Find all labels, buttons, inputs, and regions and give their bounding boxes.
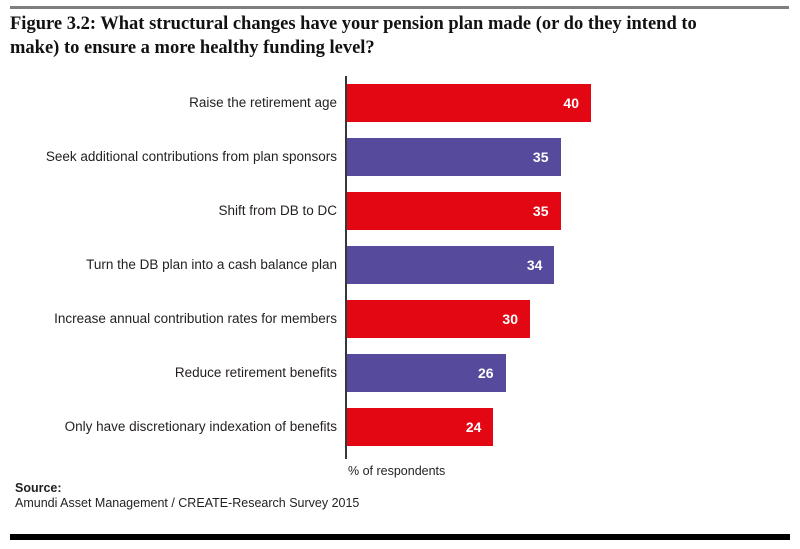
figure-title: Figure 3.2: What structural changes have… [10, 12, 792, 60]
bar-value-label: 40 [563, 95, 579, 111]
bar: 35 [347, 192, 561, 230]
bar-area: 26 [345, 346, 800, 400]
bar-area: 34 [345, 238, 800, 292]
chart-row: Seek additional contributions from plan … [0, 130, 800, 184]
category-label: Raise the retirement age [189, 95, 337, 111]
bar-value-label: 24 [465, 419, 482, 435]
category-label: Seek additional contributions from plan … [45, 149, 337, 165]
source-label: Source: [15, 481, 62, 495]
source-block: Source: Amundi Asset Management / CREATE… [15, 481, 359, 510]
chart-row: Raise the retirement age 40 [0, 76, 800, 130]
bar: 24 [347, 408, 494, 446]
category-label: Turn the DB plan into a cash balance pla… [86, 257, 337, 273]
bar-area: 35 [345, 130, 800, 184]
category-label: Reduce retirement benefits [174, 365, 337, 381]
bar: 35 [347, 138, 561, 176]
bar-chart: Raise the retirement age 40 Seek additiona… [0, 76, 800, 478]
category-label: Shift from DB to DC [218, 203, 337, 219]
chart-row: Increase annual contribution rates for m… [0, 292, 800, 346]
figure-title-line2: make) to ensure a more healthy funding l… [10, 38, 375, 58]
bar-area: 40 [345, 76, 800, 130]
bar-value-label: 34 [526, 257, 543, 273]
figure-title-line1: Figure 3.2: What structural changes have… [10, 14, 697, 34]
top-rule [10, 6, 789, 9]
chart-rows: Raise the retirement age 40 Seek additiona… [0, 76, 800, 454]
bar: 34 [347, 246, 555, 284]
bar-area: 24 [345, 400, 800, 454]
bar-value-label: 26 [478, 365, 494, 381]
chart-row: Shift from DB to DC 35 [0, 184, 800, 238]
chart-row: Reduce retirement benefits 26 [0, 346, 800, 400]
bar-area: 30 [345, 292, 800, 346]
category-label: Only have discretionary indexation of be… [64, 419, 337, 435]
bar-area: 35 [345, 184, 800, 238]
bottom-rule [10, 534, 790, 540]
x-axis-label: % of respondents [348, 464, 446, 478]
bar: 40 [347, 84, 591, 122]
bar-value-label: 35 [532, 149, 549, 165]
chart-row: Turn the DB plan into a cash balance pla… [0, 238, 800, 292]
source-text: Amundi Asset Management / CREATE-Researc… [15, 496, 360, 510]
bar: 30 [347, 300, 530, 338]
x-axis-tail [345, 454, 347, 459]
bar: 26 [347, 354, 506, 392]
bar-value-label: 30 [502, 311, 518, 327]
bar-value-label: 35 [532, 203, 549, 219]
chart-row: Only have discretionary indexation of be… [0, 400, 800, 454]
category-label: Increase annual contribution rates for m… [54, 311, 337, 327]
